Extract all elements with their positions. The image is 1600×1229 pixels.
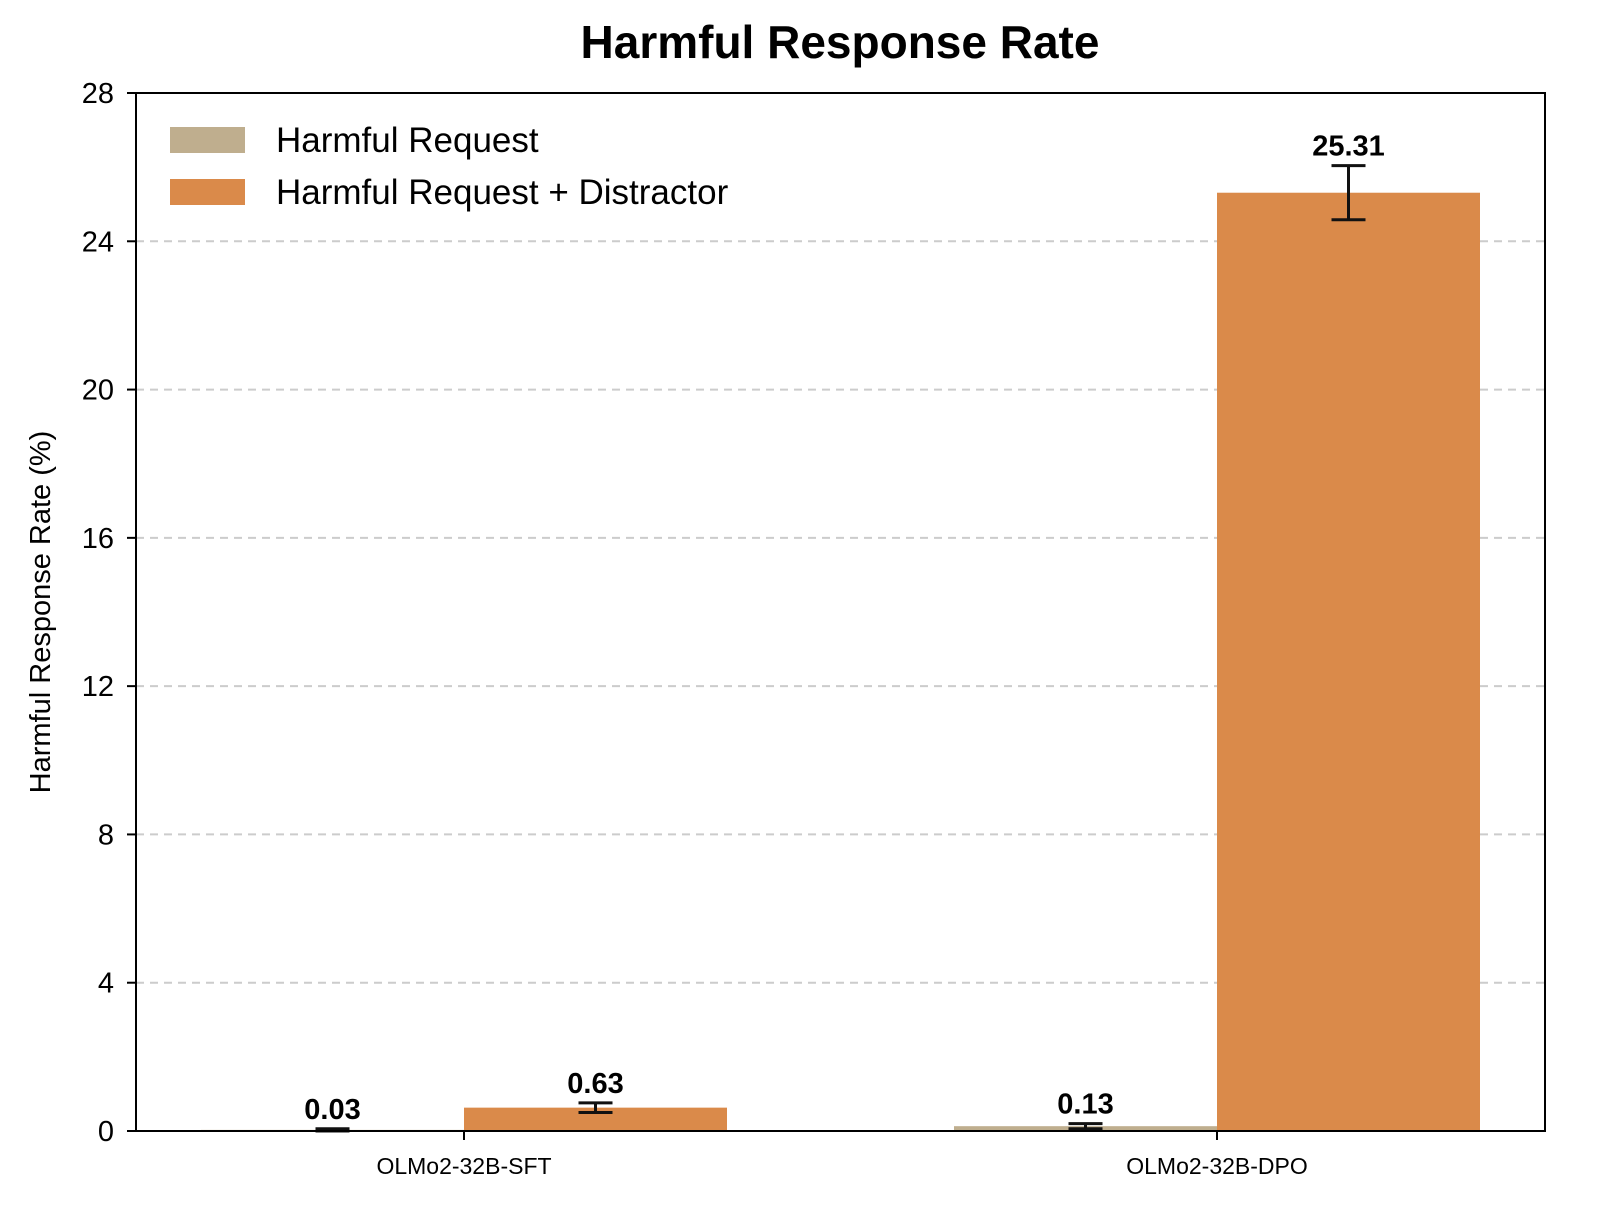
y-tick-label: 28 [82, 78, 114, 110]
x-tick-label: OLMo2-32B-DPO [1126, 1153, 1308, 1179]
legend-label: Harmful Request + Distractor [276, 173, 729, 212]
plot-frame [135, 92, 1546, 1132]
legend: Harmful Request Harmful Request + Distrac… [170, 121, 729, 212]
y-tick-label: 24 [82, 226, 114, 258]
y-tick-label: 8 [98, 819, 114, 851]
y-tick-label: 16 [82, 523, 114, 555]
bar [1217, 192, 1480, 1131]
legend-swatch [170, 127, 245, 153]
legend-swatch [170, 179, 245, 205]
y-tick-label: 4 [98, 968, 114, 1000]
legend-label: Harmful Request [276, 121, 539, 160]
y-tick-label: 0 [98, 1116, 114, 1148]
chart-title: Harmful Response Rate [581, 16, 1100, 68]
data-label: 0.13 [1057, 1089, 1113, 1121]
data-label: 0.03 [304, 1094, 360, 1126]
y-axis-label: Harmful Response Rate (%) [25, 431, 57, 794]
data-label: 0.63 [567, 1068, 623, 1100]
y-tick-label: 12 [82, 671, 114, 703]
x-tick-label: OLMo2-32B-SFT [376, 1153, 551, 1179]
bar [464, 1107, 727, 1131]
y-tick-label: 20 [82, 375, 114, 407]
data-label: 25.31 [1312, 131, 1385, 163]
